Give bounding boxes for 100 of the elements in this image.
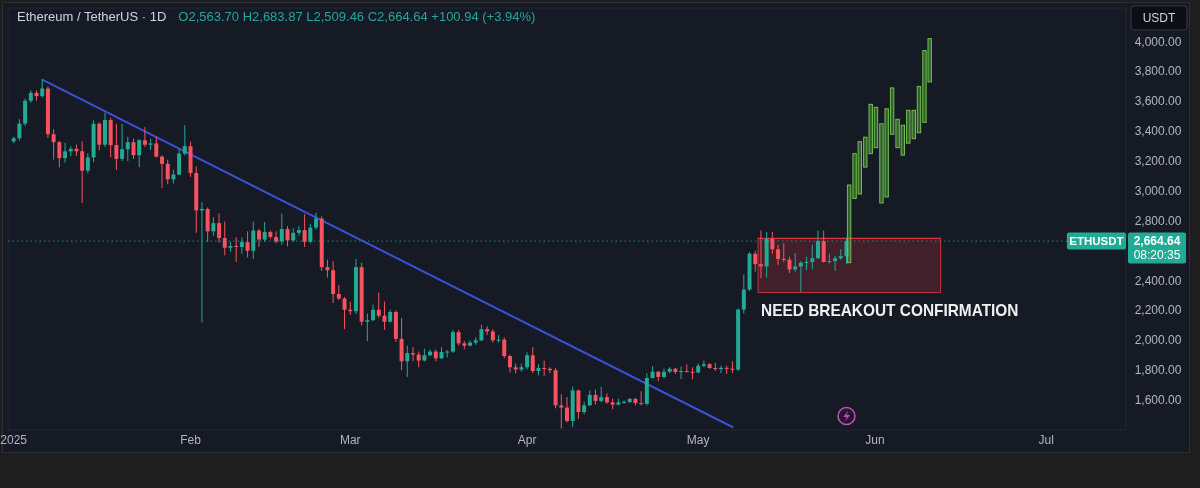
x-tick-label: May bbox=[686, 433, 710, 447]
y-axis-title: USDT bbox=[1142, 11, 1176, 25]
bar bbox=[895, 118, 900, 149]
y-tick-label: 3,200.00 bbox=[1134, 154, 1182, 169]
bar bbox=[863, 136, 868, 168]
bar bbox=[846, 184, 852, 264]
candlestick bbox=[701, 360, 706, 368]
candlestick bbox=[559, 393, 564, 430]
bar bbox=[906, 109, 911, 144]
chart-title: Ethereum / TetherUS · 1D bbox=[17, 9, 167, 24]
x-tick-label: 2025 bbox=[0, 433, 28, 447]
candlestick bbox=[125, 136, 130, 162]
candlestick bbox=[730, 360, 735, 374]
candlestick bbox=[781, 242, 786, 263]
candlestick bbox=[234, 236, 239, 263]
candlestick bbox=[57, 140, 62, 168]
candlestick bbox=[17, 118, 22, 141]
candlestick bbox=[405, 345, 410, 378]
candlestick bbox=[177, 148, 182, 176]
candlestick bbox=[793, 252, 798, 273]
candlestick bbox=[211, 216, 216, 237]
y-tick-label: 2,200.00 bbox=[1134, 303, 1182, 318]
candlestick bbox=[97, 121, 102, 151]
candlestick bbox=[365, 312, 370, 342]
candlestick bbox=[753, 250, 758, 273]
candlestick bbox=[502, 336, 507, 359]
text: 2,664.64 bbox=[1133, 234, 1181, 249]
y-tick-label: 4,000.00 bbox=[1134, 34, 1182, 49]
candlestick bbox=[838, 248, 843, 261]
candlestick bbox=[399, 317, 404, 371]
x-tick-label: Apr bbox=[517, 433, 537, 447]
y-tick-label: 2,400.00 bbox=[1134, 273, 1182, 288]
y-tick-label: 3,400.00 bbox=[1134, 124, 1182, 139]
bar bbox=[857, 141, 863, 195]
chart-subtitle: O2,563.70 H2,683.87 L2,509.46 C2,664.64 +100.94 (+3.94%) bbox=[178, 9, 536, 24]
candlestick bbox=[296, 225, 301, 237]
y-tick-label: 2,800.00 bbox=[1134, 213, 1182, 228]
bar bbox=[916, 85, 922, 134]
candlestick bbox=[576, 389, 581, 420]
candlestick bbox=[182, 124, 187, 156]
candlestick bbox=[63, 142, 68, 164]
candlestick bbox=[302, 213, 307, 248]
candlestick bbox=[622, 399, 627, 405]
bar bbox=[879, 123, 884, 204]
candlestick bbox=[142, 126, 147, 148]
x-tick-label: Jun bbox=[865, 433, 885, 447]
bar bbox=[873, 106, 879, 149]
y-tick-label: 2,000.00 bbox=[1134, 333, 1182, 348]
candlestick bbox=[85, 152, 90, 174]
candlestick bbox=[804, 256, 809, 271]
candlestick bbox=[256, 228, 261, 248]
candlestick bbox=[23, 98, 28, 127]
bar bbox=[900, 124, 906, 156]
x-tick-label: Mar bbox=[339, 433, 361, 447]
candlestick bbox=[342, 296, 347, 330]
bar bbox=[911, 109, 916, 140]
bar bbox=[868, 103, 873, 155]
candlestick bbox=[639, 390, 644, 406]
x-tick-label: Jul bbox=[1038, 433, 1054, 447]
candlestick bbox=[450, 329, 455, 354]
candlestick bbox=[51, 128, 56, 161]
candlestick bbox=[376, 292, 381, 319]
x-tick-label: Feb bbox=[180, 433, 202, 447]
candlestick bbox=[833, 255, 838, 272]
bar bbox=[922, 50, 927, 123]
y-tick-label: 3,000.00 bbox=[1134, 183, 1182, 198]
candlestick bbox=[245, 230, 250, 258]
candlestick bbox=[222, 221, 227, 256]
candlestick bbox=[565, 396, 569, 424]
candlestick bbox=[131, 138, 136, 160]
y-tick-label: 3,600.00 bbox=[1134, 94, 1182, 109]
candlestick bbox=[679, 366, 684, 380]
candlestick bbox=[331, 260, 336, 304]
bar bbox=[852, 153, 857, 199]
candlestick bbox=[690, 366, 695, 380]
candlestick bbox=[468, 339, 473, 347]
y-tick-label: 1,800.00 bbox=[1134, 363, 1182, 378]
candlestick bbox=[137, 138, 142, 168]
candlestick bbox=[410, 346, 415, 362]
bar bbox=[889, 87, 895, 135]
candlestick bbox=[821, 230, 826, 264]
candlestick bbox=[120, 123, 125, 162]
text: 08:20:35 bbox=[1133, 248, 1181, 263]
y-tick-label: 3,800.00 bbox=[1134, 64, 1182, 79]
candlestick bbox=[776, 244, 781, 266]
bar bbox=[927, 38, 932, 83]
candlestick bbox=[165, 159, 170, 185]
candlestick bbox=[80, 140, 85, 204]
y-tick-label: 1,600.00 bbox=[1134, 393, 1182, 408]
candlestick bbox=[205, 206, 210, 243]
ref-line-label: ETHUSDT bbox=[1069, 235, 1124, 248]
candlestick bbox=[741, 274, 746, 314]
candlestick bbox=[382, 301, 387, 331]
candlestick bbox=[530, 346, 535, 374]
candlestick bbox=[496, 334, 501, 344]
annotation: NEED BREAKOUT CONFIRMATION bbox=[761, 300, 1046, 320]
candlestick bbox=[770, 231, 775, 255]
candlestick bbox=[160, 154, 165, 189]
candlestick bbox=[314, 212, 319, 231]
candlestick bbox=[604, 392, 609, 405]
